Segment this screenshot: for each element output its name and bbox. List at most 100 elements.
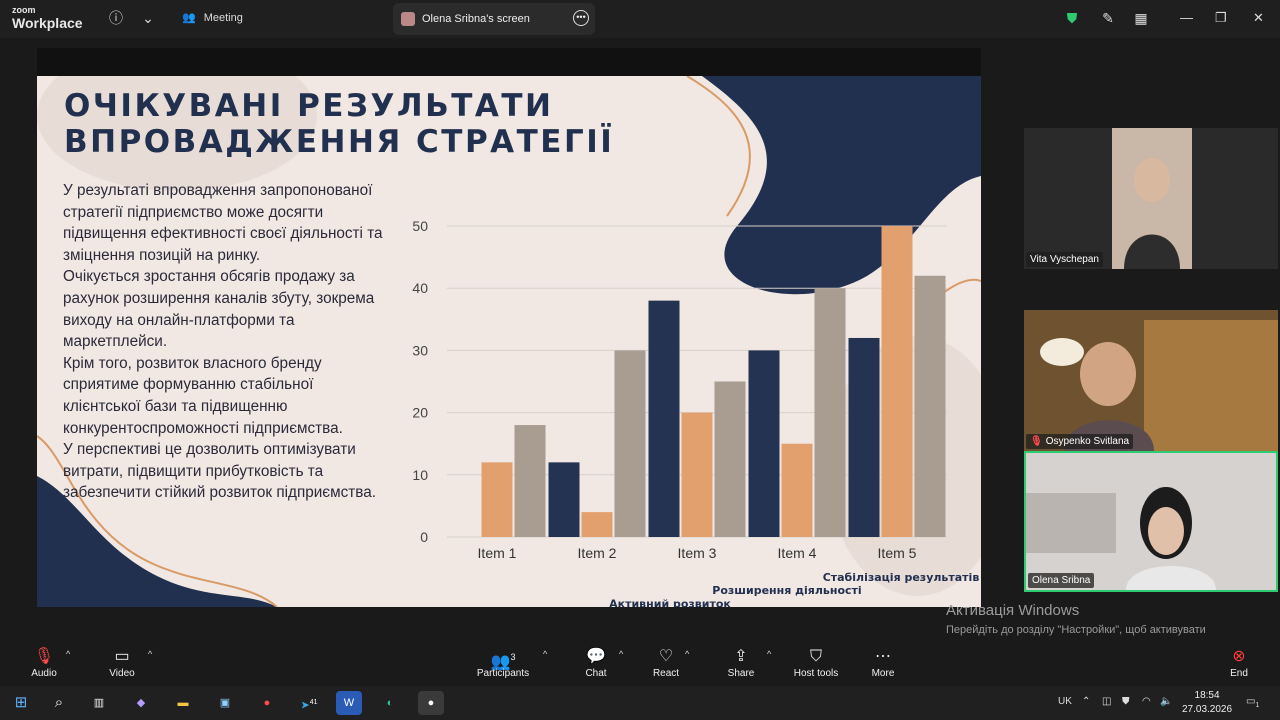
sharer-avatar <box>401 12 415 26</box>
chart-bar <box>781 443 813 537</box>
audio-button[interactable]: 🎙 Audio <box>28 646 60 679</box>
meeting-label: Meeting <box>203 11 243 24</box>
x-tick-label: Item 1 <box>478 545 517 561</box>
meeting-tab[interactable]: 👥 Meeting <box>182 11 243 25</box>
windows-start-icon[interactable]: ⊞ <box>14 694 28 711</box>
host-tools-button[interactable]: ⛉ Host tools <box>790 646 842 679</box>
file-explorer-icon[interactable]: ▬ <box>177 697 189 709</box>
shared-screen-tab[interactable]: Olena Sribna's screen ••• <box>393 3 595 35</box>
word-icon[interactable]: W <box>336 691 362 715</box>
task-view-icon[interactable]: ▥ <box>93 697 105 709</box>
react-label: React <box>652 668 680 679</box>
slide-title-line1: ОЧІКУВАНІ РЕЗУЛЬТАТИ <box>64 88 554 124</box>
chat-button[interactable]: 💬 Chat <box>580 646 612 679</box>
minimize-button[interactable]: — <box>1180 10 1193 25</box>
participant-video <box>1024 128 1278 269</box>
share-label: Share <box>727 668 755 679</box>
chart-bar <box>481 462 513 537</box>
react-button[interactable]: ♡ React <box>650 646 682 679</box>
participants-button[interactable]: 👥3 Participants <box>472 646 534 679</box>
participant-video <box>1024 310 1278 451</box>
watermark-title: Активація Windows <box>946 602 1080 619</box>
host-tools-label: Host tools <box>793 668 839 679</box>
bar-chart: 0 10 20 30 40 50 Item 1 Item 2 Item 3 Item 4 Item … <box>412 218 980 607</box>
app-red-icon[interactable]: ● <box>263 697 271 709</box>
wifi-icon[interactable]: ◠ <box>1142 696 1151 707</box>
share-options-caret[interactable]: ^ <box>767 649 772 659</box>
slide-paragraph: У результаті впровадження запропонованої… <box>63 182 383 264</box>
edge-icon[interactable]: ◐ <box>386 697 394 709</box>
more-button[interactable]: ⋯ More <box>866 646 900 679</box>
participant-tile-active-speaker[interactable]: Olena Sribna <box>1024 451 1278 592</box>
people-icon: 👥 <box>182 12 196 24</box>
chart-bar <box>881 226 913 537</box>
audio-label: Audio <box>31 668 57 679</box>
zoom-taskbar-icon[interactable]: ● <box>418 691 444 715</box>
chat-options-caret[interactable]: ^ <box>619 649 624 659</box>
more-label: More <box>871 668 895 679</box>
telegram-icon[interactable]: ➤41 <box>300 699 318 712</box>
more-options-icon[interactable]: ••• <box>573 10 589 26</box>
shared-screen-label: Olena Sribna's screen <box>422 13 530 25</box>
slide-title: ОЧІКУВАНІ РЕЗУЛЬТАТИ ВПРОВАДЖЕННЯ СТРАТЕ… <box>64 88 614 160</box>
heart-icon: ♡ <box>658 648 674 665</box>
notifications-icon[interactable]: ▭1 <box>1246 696 1260 709</box>
close-button[interactable]: ✕ <box>1253 10 1264 25</box>
zoom-logo: zoom Workplace <box>12 6 83 31</box>
more-dots-icon: ⋯ <box>875 648 891 665</box>
zoom-title-bar: zoom Workplace ⓘ ⌄ 👥 Meeting Olena Sribn… <box>0 0 1280 38</box>
share-screen-icon: ⇪ <box>734 648 748 665</box>
participants-icon: 👥3 <box>490 652 516 671</box>
chart-bar <box>614 350 646 537</box>
mic-muted-icon: 🎙 <box>33 648 55 665</box>
clock-time: 18:54 <box>1194 690 1220 701</box>
shield-icon: ⛉ <box>809 648 822 665</box>
slide-paragraph: Очікується зростання обсягів продажу за … <box>63 268 375 351</box>
participant-tile[interactable]: Vita Vyschepan <box>1024 128 1278 269</box>
end-button[interactable]: ⊗ End <box>1224 646 1254 679</box>
copilot-icon[interactable]: ◆ <box>136 697 146 709</box>
language-indicator[interactable]: UK <box>1058 696 1072 707</box>
y-tick-label: 30 <box>412 342 428 358</box>
participants-options-caret[interactable]: ^ <box>543 649 548 659</box>
system-clock[interactable]: 18:54 27.03.2026 <box>1182 689 1232 717</box>
stage-annotation: Стабілізація результатів <box>823 571 980 584</box>
security-shield-icon[interactable]: ⛊ <box>1066 10 1078 26</box>
audio-options-caret[interactable]: ^ <box>66 649 71 659</box>
chat-icon: 💬 <box>586 648 606 665</box>
meeting-stage: ОЧІКУВАНІ РЕЗУЛЬТАТИ ВПРОВАДЖЕННЯ СТРАТЕ… <box>0 38 1280 638</box>
annotate-pen-icon[interactable]: ✎ <box>1102 10 1114 26</box>
camera-icon: ▭ <box>114 648 130 665</box>
video-options-caret[interactable]: ^ <box>148 649 153 659</box>
y-tick-label: 10 <box>412 467 428 483</box>
view-layout-icon[interactable]: ▦ <box>1134 10 1148 26</box>
security-tray-icon[interactable]: ⛊ <box>1122 696 1130 707</box>
end-call-icon: ⊗ <box>1232 648 1246 665</box>
chart-bar <box>514 425 546 537</box>
muted-mic-icon: 🎙 <box>1030 436 1043 447</box>
tray-chevron-icon[interactable]: ⌃ <box>1082 696 1091 707</box>
react-options-caret[interactable]: ^ <box>685 649 690 659</box>
maximize-button[interactable]: ❐ <box>1215 10 1227 25</box>
store-icon[interactable]: ▣ <box>219 697 231 709</box>
share-button[interactable]: ⇪ Share <box>724 646 758 679</box>
video-button[interactable]: ▭ Video <box>106 646 138 679</box>
brand-line2: Workplace <box>12 15 83 31</box>
participant-name: Olena Sribna <box>1028 573 1095 588</box>
chart-bar <box>748 350 780 537</box>
chart-bar <box>548 462 580 537</box>
search-icon[interactable]: ⌕ <box>54 694 64 711</box>
volume-icon[interactable]: 🔈 <box>1160 696 1173 707</box>
chat-label: Chat <box>585 668 607 679</box>
notification-count: 1 <box>1255 702 1260 709</box>
chart-bar <box>848 337 880 537</box>
tray-app-icon[interactable]: ◫ <box>1102 696 1112 707</box>
participant-name-label: 🎙 Osypenko Svitlana <box>1026 434 1134 449</box>
clock-date: 27.03.2026 <box>1182 704 1233 715</box>
participant-tile[interactable]: 🎙 Osypenko Svitlana <box>1024 310 1278 451</box>
chart-bar <box>648 300 680 537</box>
shared-slide: ОЧІКУВАНІ РЕЗУЛЬТАТИ ВПРОВАДЖЕННЯ СТРАТЕ… <box>37 76 981 607</box>
info-icon[interactable]: ⓘ <box>109 10 123 26</box>
y-tick-label: 50 <box>412 218 428 234</box>
chevron-down-icon[interactable]: ⌄ <box>142 10 154 26</box>
